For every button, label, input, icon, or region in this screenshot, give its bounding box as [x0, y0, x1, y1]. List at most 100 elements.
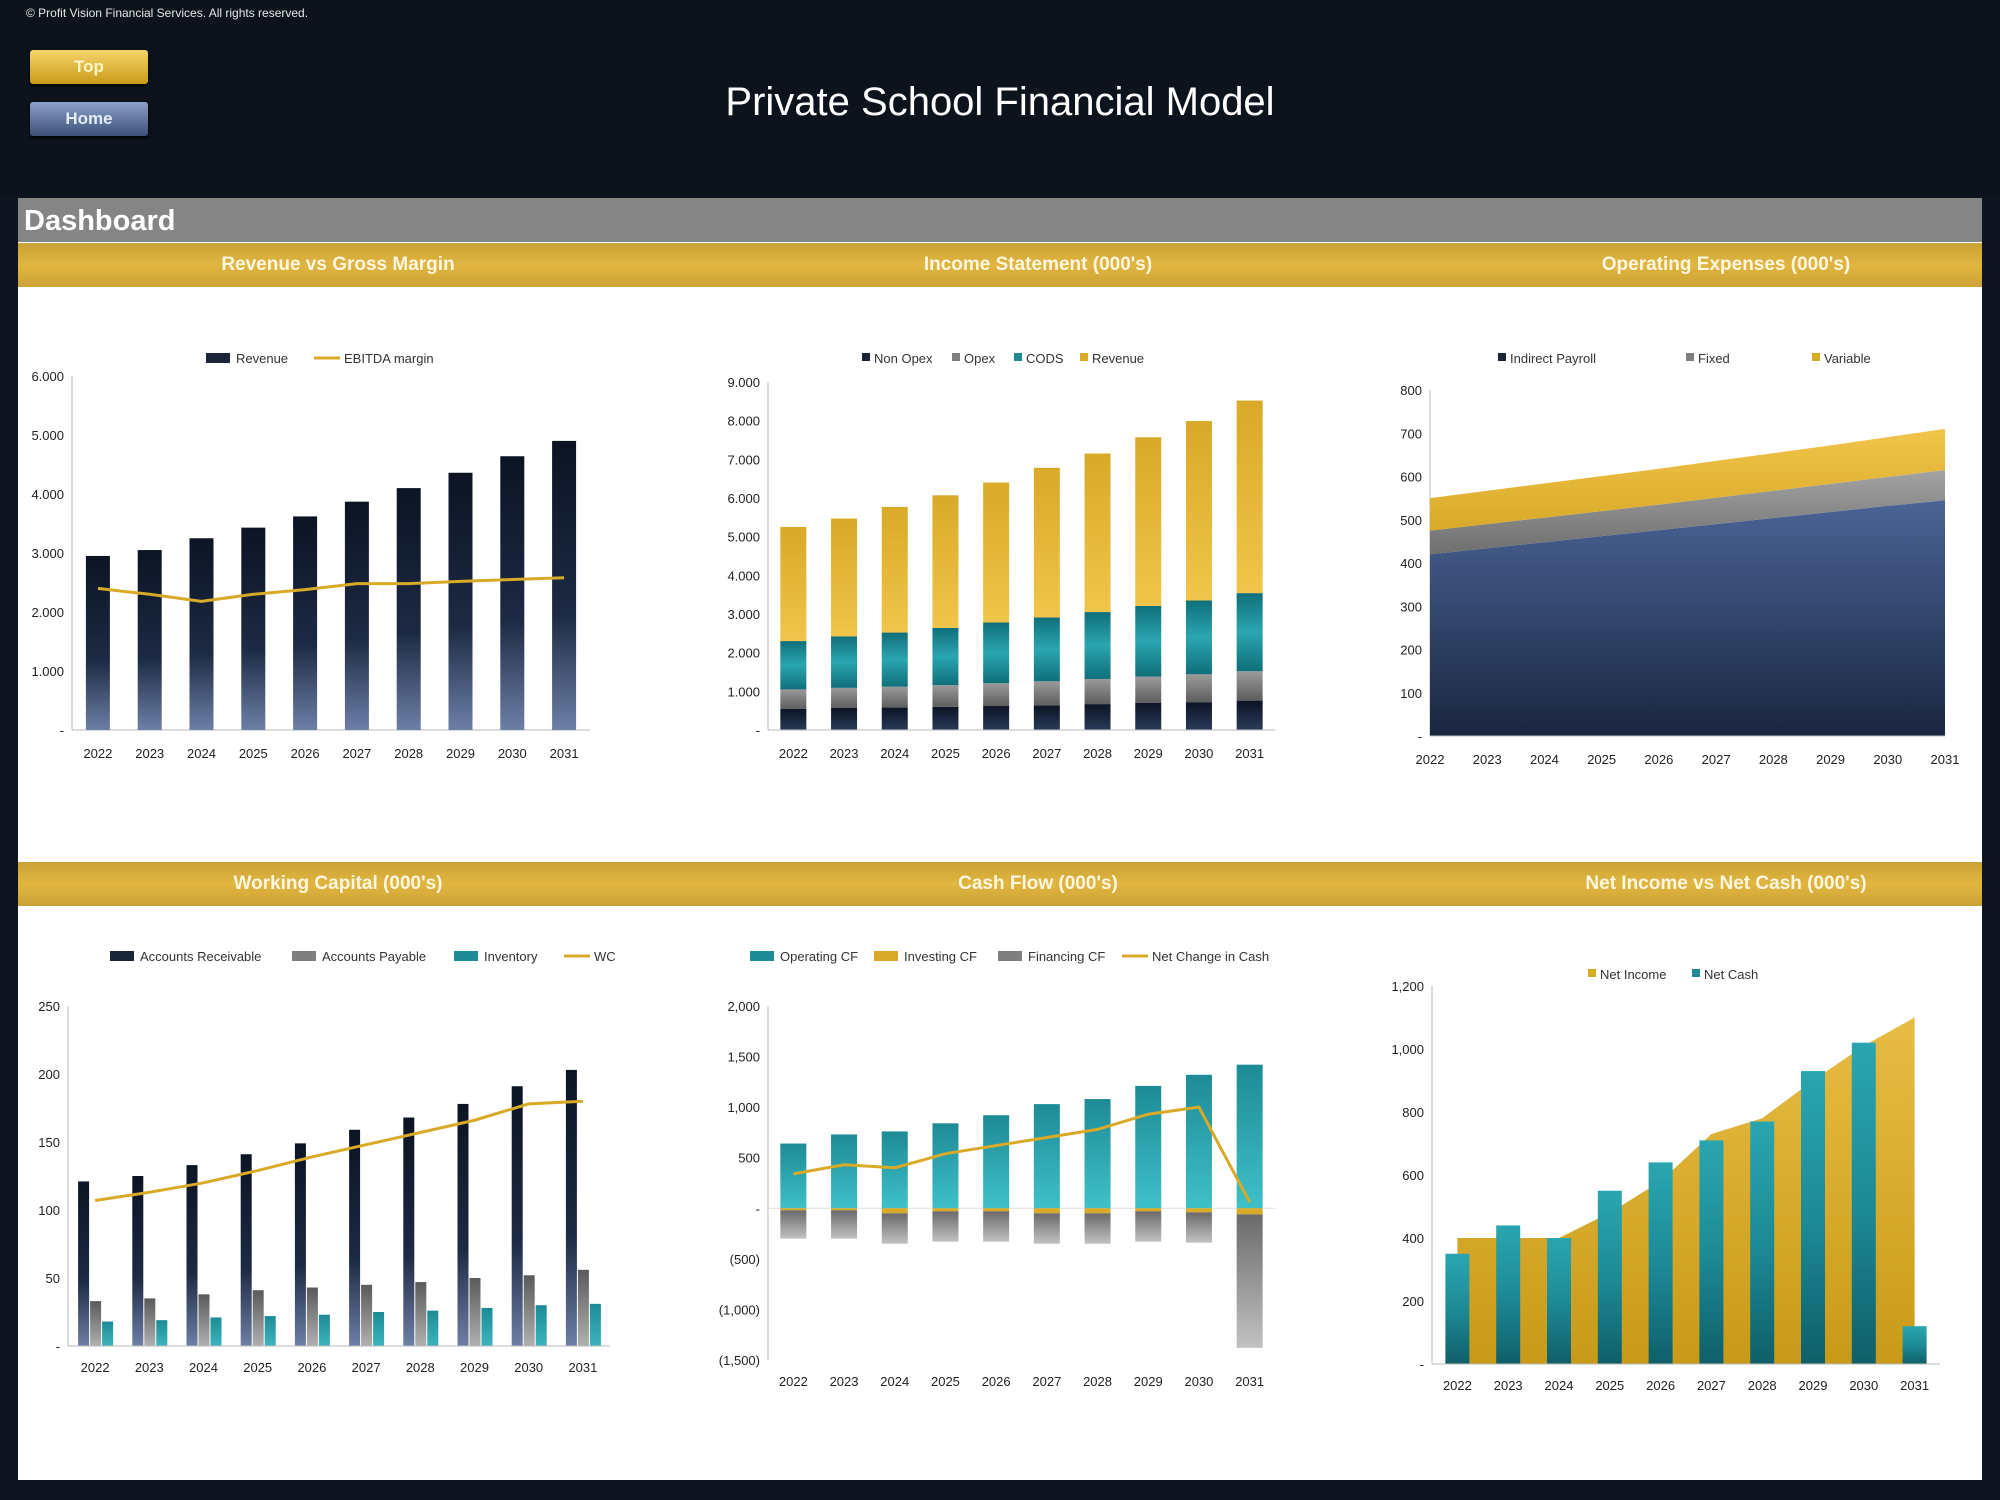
- x-tick-label: 2024: [1545, 1378, 1574, 1393]
- legend-label: Inventory: [484, 949, 538, 964]
- revenue-bar: [1084, 453, 1111, 613]
- chart-title-cash-flow: Cash Flow (000's): [958, 873, 1118, 894]
- revenue-bar: [780, 527, 807, 642]
- legend-label: EBITDA margin: [344, 351, 434, 366]
- cods-bar: [1084, 612, 1111, 679]
- non-opex-bar: [1033, 705, 1060, 730]
- financing-cf-bar: [831, 1210, 858, 1239]
- x-tick-label: 2024: [880, 746, 909, 761]
- investing-cf-bar: [1185, 1208, 1212, 1213]
- financing-cf-bar: [983, 1211, 1010, 1242]
- x-tick-label: 2028: [394, 746, 423, 761]
- non-opex-bar: [831, 707, 858, 730]
- y-tick-label: 100: [1400, 686, 1422, 701]
- y-tick-label: 200: [1402, 1294, 1424, 1309]
- cods-bar: [983, 622, 1010, 684]
- x-tick-label: 2031: [550, 746, 579, 761]
- inventory-bar: [210, 1317, 222, 1346]
- x-tick-label: 2022: [83, 746, 112, 761]
- operating-cf-bar: [1033, 1104, 1060, 1209]
- chart-title-net-income: Net Income vs Net Cash (000's): [1585, 873, 1867, 894]
- legend-swatch: [862, 353, 870, 361]
- top-button[interactable]: Top: [30, 50, 148, 84]
- x-tick-label: 2025: [931, 1374, 960, 1389]
- x-tick-label: 2026: [291, 746, 320, 761]
- non-opex-bar: [780, 708, 807, 730]
- y-tick-label: 2,000: [727, 999, 760, 1014]
- revenue-bar: [1185, 421, 1212, 601]
- net-cash-bar: [1851, 1042, 1876, 1364]
- y-tick-label: 250: [38, 999, 60, 1014]
- variable-area: [1430, 428, 1945, 531]
- home-button[interactable]: Home: [30, 102, 148, 136]
- legend-label: Net Change in Cash: [1152, 949, 1269, 964]
- inventory-bar: [156, 1320, 168, 1346]
- y-tick-label: 1,500: [727, 1050, 760, 1065]
- non-opex-bar: [932, 706, 959, 730]
- net-cash-bar: [1597, 1190, 1622, 1364]
- legend-swatch: [1692, 969, 1700, 977]
- legend-swatch: [110, 951, 134, 961]
- opex-bar: [780, 689, 807, 709]
- accounts-payable-bar: [577, 1269, 589, 1346]
- x-tick-label: 2027: [352, 1360, 381, 1375]
- x-tick-label: 2027: [342, 746, 371, 761]
- y-tick-label: 300: [1400, 599, 1422, 614]
- x-tick-label: 2026: [982, 746, 1011, 761]
- x-tick-label: 2024: [880, 1374, 909, 1389]
- x-tick-label: 2022: [779, 746, 808, 761]
- opex-bar: [1135, 676, 1162, 703]
- y-tick-label: 100: [38, 1203, 60, 1218]
- y-tick-label: 2.000: [727, 646, 760, 661]
- revenue-bar: [932, 495, 959, 628]
- opex-bar: [983, 683, 1010, 707]
- investing-cf-bar: [780, 1208, 807, 1211]
- revenue-bar: [85, 555, 110, 730]
- x-tick-label: 2025: [1587, 752, 1616, 767]
- revenue-bar: [293, 516, 318, 730]
- accounts-payable-bar: [469, 1278, 481, 1346]
- net-cash-bar: [1750, 1121, 1775, 1364]
- ebitda-margin-line: [97, 576, 565, 603]
- chart-title-working-capital: Working Capital (000's): [233, 873, 443, 894]
- revenue-bar: [983, 482, 1010, 623]
- header-bar: [0, 0, 2000, 196]
- net-cash-bar: [1496, 1225, 1521, 1364]
- legend-swatch: [1588, 969, 1596, 977]
- legend-label: WC: [594, 949, 616, 964]
- financing-cf-bar: [1135, 1211, 1162, 1242]
- investing-cf-bar: [983, 1208, 1010, 1212]
- revenue-bar: [500, 456, 525, 730]
- x-tick-label: 2024: [1530, 752, 1559, 767]
- x-tick-label: 2029: [1799, 1378, 1828, 1393]
- y-tick-label: 1.000: [727, 684, 760, 699]
- y-tick-label: 800: [1402, 1105, 1424, 1120]
- x-tick-label: 2030: [1849, 1378, 1878, 1393]
- inventory-bar: [535, 1305, 547, 1346]
- y-tick-label: 3.000: [31, 546, 64, 561]
- revenue-bar: [1033, 467, 1060, 618]
- accounts-receivable-bar: [457, 1103, 469, 1346]
- legend-label: Opex: [964, 351, 996, 366]
- accounts-receivable-bar: [403, 1117, 415, 1346]
- x-tick-label: 2022: [81, 1360, 110, 1375]
- chart-title-revenue: Revenue vs Gross Margin: [221, 254, 455, 275]
- accounts-payable-bar: [306, 1287, 318, 1346]
- cods-bar: [1135, 605, 1162, 677]
- wc-line: [94, 1099, 583, 1202]
- legend-label: Net Cash: [1704, 967, 1758, 982]
- dashboard-label: Dashboard: [24, 205, 176, 237]
- opex-bar: [1084, 678, 1111, 705]
- x-tick-label: 2030: [498, 746, 527, 761]
- y-tick-label: -: [56, 1339, 60, 1354]
- chart-cash-flow: (1,500) (1,000) (500) - 500 1,000 1,500 2,000 20…: [719, 949, 1275, 1389]
- non-opex-bar: [881, 707, 908, 730]
- inventory-bar: [373, 1312, 385, 1346]
- x-tick-label: 2030: [1873, 752, 1902, 767]
- inventory-bar: [481, 1307, 493, 1346]
- x-tick-label: 2028: [406, 1360, 435, 1375]
- net-cash-bar: [1445, 1253, 1470, 1364]
- revenue-bar: [396, 488, 421, 730]
- operating-cf-bar: [831, 1134, 858, 1209]
- x-tick-label: 2024: [189, 1360, 218, 1375]
